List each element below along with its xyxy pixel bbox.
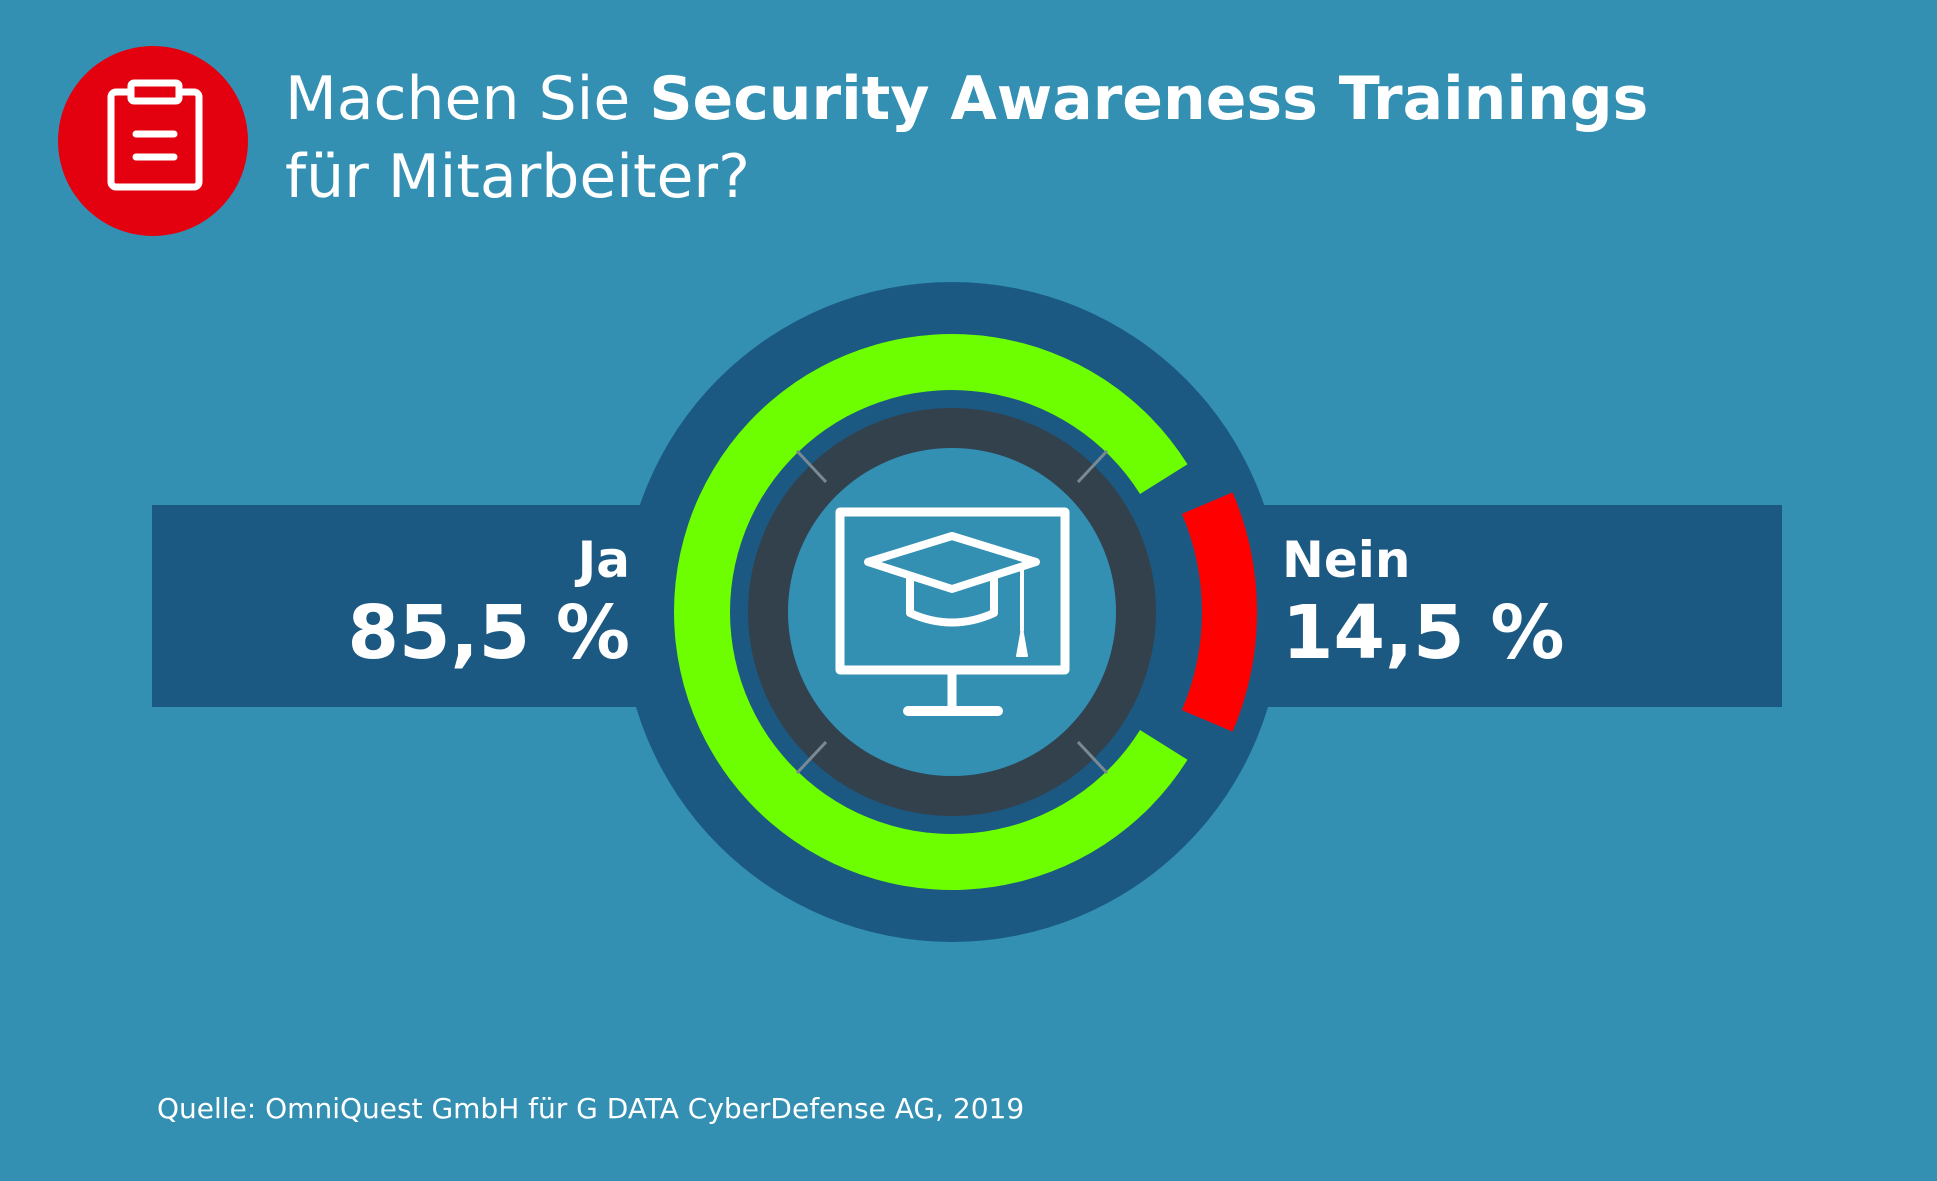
source-note: Quelle: OmniQuest GmbH für G DATA CyberD…: [157, 1092, 1025, 1125]
title-prefix: Machen Sie: [285, 64, 650, 134]
ja-label: Ja: [577, 531, 630, 589]
ja-value: 85,5 %: [347, 590, 631, 676]
nein-label: Nein: [1282, 531, 1411, 589]
header-badge: [58, 46, 248, 236]
nein-label-group: Nein 14,5 %: [1282, 530, 1565, 676]
slice-nein: [1181, 492, 1257, 732]
ja-label-group: Ja 85,5 %: [348, 530, 631, 676]
title-line-1: Machen Sie Security Awareness Trainings: [285, 60, 1648, 138]
donut-slices: [674, 334, 1257, 890]
chart-title: Machen Sie Security Awareness Trainings …: [285, 60, 1648, 216]
monitor-graduation-cap-icon: [835, 507, 1070, 716]
nein-value: 14,5 %: [1282, 590, 1565, 676]
inner-ring: [748, 408, 1156, 816]
inner-ring-ticks: [795, 449, 1109, 775]
title-bold: Security Awareness Trainings: [649, 64, 1649, 134]
center-disc: [788, 448, 1116, 776]
title-line-2: für Mitarbeiter?: [285, 142, 750, 212]
clipboard-icon: [107, 79, 203, 191]
